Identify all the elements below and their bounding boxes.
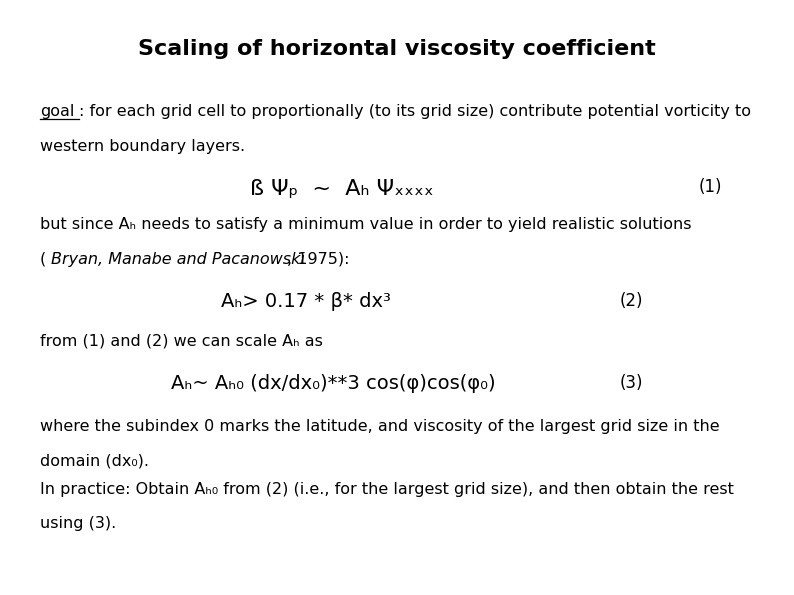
Text: Bryan, Manabe and Pacanowski: Bryan, Manabe and Pacanowski <box>51 252 305 267</box>
Text: ß Ψₚ  ~  Aₕ Ψₓₓₓₓ: ß Ψₚ ~ Aₕ Ψₓₓₓₓ <box>249 178 434 199</box>
Text: (2): (2) <box>619 292 643 309</box>
Text: Aₕ~ Aₕ₀ (dx/dx₀)**3 cos(φ)cos(φ₀): Aₕ~ Aₕ₀ (dx/dx₀)**3 cos(φ)cos(φ₀) <box>172 374 495 393</box>
Text: but since Aₕ needs to satisfy a minimum value in order to yield realistic soluti: but since Aₕ needs to satisfy a minimum … <box>40 217 692 232</box>
Text: , 1975):: , 1975): <box>287 252 350 267</box>
Text: (: ( <box>40 252 46 267</box>
Text: goal: goal <box>40 104 74 119</box>
Text: western boundary layers.: western boundary layers. <box>40 139 245 154</box>
Text: (3): (3) <box>619 374 643 392</box>
Text: (1): (1) <box>699 178 723 196</box>
Text: In practice: Obtain Aₕ₀ from (2) (i.e., for the largest grid size), and then obt: In practice: Obtain Aₕ₀ from (2) (i.e., … <box>40 482 734 497</box>
Text: Scaling of horizontal viscosity coefficient: Scaling of horizontal viscosity coeffici… <box>138 39 656 59</box>
Text: where the subindex 0 marks the latitude, and viscosity of the largest grid size : where the subindex 0 marks the latitude,… <box>40 419 719 434</box>
Text: using (3).: using (3). <box>40 516 116 531</box>
Text: : for each grid cell to proportionally (to its grid size) contribute potential v: : for each grid cell to proportionally (… <box>79 104 750 119</box>
Text: Aₕ> 0.17 * β* dx³: Aₕ> 0.17 * β* dx³ <box>221 292 391 311</box>
Text: domain (dx₀).: domain (dx₀). <box>40 454 148 469</box>
Text: from (1) and (2) we can scale Aₕ as: from (1) and (2) we can scale Aₕ as <box>40 333 322 348</box>
